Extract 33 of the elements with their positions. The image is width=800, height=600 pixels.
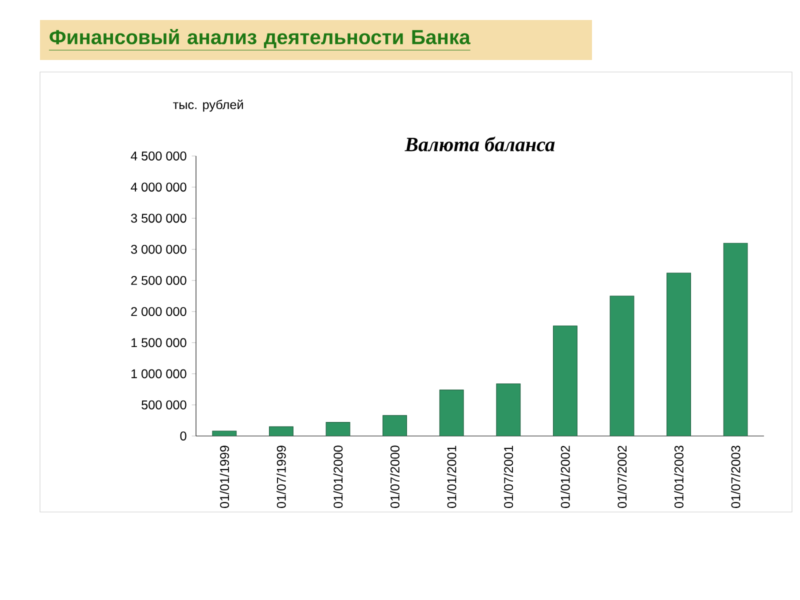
x-tick-label: 01/07/2001 (504, 446, 514, 508)
x-tick-label: 01/07/2000 (390, 446, 400, 508)
bar (496, 383, 521, 436)
bar (723, 242, 748, 436)
x-tick-label: 01/07/2002 (617, 446, 627, 508)
y-tick-label: 4 000 000 (130, 182, 186, 192)
x-tick-label: 01/01/2002 (560, 446, 570, 508)
y-tick-label: 500 000 (142, 400, 186, 410)
chart-subtitle: Валюта баланса (404, 136, 555, 152)
y-tick-label: 3 500 000 (131, 214, 186, 223)
chart-title: Финансовый анализ деятельности Банка (50, 29, 470, 48)
y-tick-label: 2 000 000 (131, 307, 186, 316)
y-axis-title: тыс. рублей (173, 100, 243, 112)
bar (212, 430, 237, 436)
x-tick-label: 01/01/2003 (674, 446, 684, 508)
y-tick-label: 0 (180, 432, 186, 440)
y-tick-label: 1 000 000 (132, 369, 186, 378)
x-tick-label: 01/07/2003 (730, 446, 740, 508)
y-tick-label: 1 500 000 (132, 338, 186, 348)
bar (326, 422, 350, 436)
y-tick-label: 2 500 000 (131, 276, 186, 285)
bar (610, 296, 634, 436)
bar (552, 326, 578, 436)
y-tick-label: 4 500 000 (130, 152, 186, 160)
x-tick-label: 01/01/1999 (220, 446, 230, 508)
bar (439, 390, 464, 436)
x-tick-label: 01/07/1999 (276, 446, 286, 508)
bar (268, 426, 294, 436)
x-tick-label: 01/01/2000 (333, 446, 343, 508)
y-tick-label: 3 000 000 (131, 244, 186, 254)
bar (666, 272, 692, 436)
bar (382, 415, 408, 436)
x-tick-label: 01/01/2001 (446, 446, 456, 508)
